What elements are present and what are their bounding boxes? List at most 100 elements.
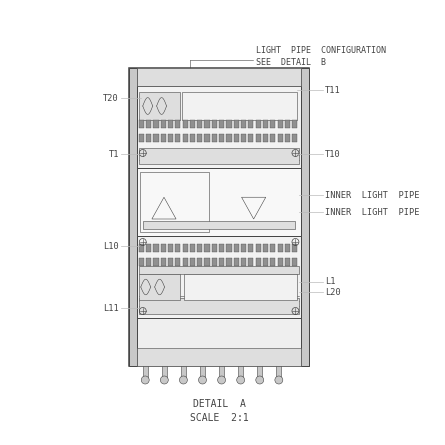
Bar (161, 120, 166, 128)
Bar (238, 366, 243, 378)
Bar (292, 244, 297, 252)
Bar (139, 148, 299, 164)
Text: INNER  LIGHT  PIPE: INNER LIGHT PIPE (325, 191, 420, 200)
Bar (168, 258, 173, 266)
Text: L10: L10 (103, 242, 119, 251)
Text: T20: T20 (103, 93, 119, 102)
Bar (200, 366, 205, 378)
Text: DETAIL  A: DETAIL A (193, 399, 246, 409)
Bar (212, 134, 217, 142)
Bar (270, 244, 275, 252)
Bar (248, 258, 253, 266)
Bar (137, 68, 301, 86)
Bar (143, 221, 295, 229)
Bar (161, 134, 166, 142)
Bar (197, 258, 202, 266)
Bar (212, 244, 217, 252)
Text: SEE  DETAIL  B: SEE DETAIL B (256, 57, 326, 66)
Bar (257, 366, 262, 378)
Circle shape (237, 376, 245, 384)
Bar (146, 244, 151, 252)
Text: T10: T10 (325, 150, 341, 158)
Bar (263, 120, 268, 128)
Bar (255, 120, 261, 128)
Bar (137, 236, 301, 318)
Bar (285, 244, 290, 252)
Bar (190, 134, 195, 142)
Bar (255, 258, 261, 266)
Bar (139, 266, 299, 274)
Bar (139, 92, 180, 120)
Bar (205, 120, 210, 128)
Bar (278, 134, 283, 142)
Circle shape (218, 376, 226, 384)
Bar (175, 134, 180, 142)
Bar (182, 120, 188, 128)
Bar (190, 244, 195, 252)
Bar (139, 258, 144, 266)
Bar (219, 120, 224, 128)
Bar (292, 134, 297, 142)
Bar (140, 172, 209, 232)
Circle shape (275, 376, 283, 384)
Bar (270, 258, 275, 266)
Bar (219, 366, 224, 378)
Bar (175, 120, 180, 128)
Bar (146, 258, 151, 266)
Bar (129, 68, 137, 366)
Bar (248, 134, 253, 142)
Bar (255, 134, 261, 142)
Text: SCALE  2:1: SCALE 2:1 (190, 413, 248, 423)
Bar (190, 120, 195, 128)
Bar (154, 120, 158, 128)
Circle shape (256, 376, 264, 384)
Bar (270, 120, 275, 128)
Bar (168, 244, 173, 252)
Bar (182, 92, 297, 120)
Bar (139, 298, 299, 314)
Bar (219, 244, 224, 252)
Bar (197, 120, 202, 128)
Bar (184, 274, 297, 300)
Bar (168, 120, 173, 128)
Bar (292, 120, 297, 128)
Bar (227, 244, 231, 252)
Text: L20: L20 (325, 288, 341, 297)
Bar (139, 244, 144, 252)
Bar (263, 258, 268, 266)
Bar (234, 134, 239, 142)
Bar (139, 120, 144, 128)
Bar (292, 258, 297, 266)
Text: T1: T1 (109, 150, 119, 158)
Bar (278, 244, 283, 252)
Bar (263, 134, 268, 142)
Bar (285, 258, 290, 266)
Bar (241, 244, 246, 252)
Bar (234, 258, 239, 266)
Text: LIGHT  PIPE  CONFIGURATION: LIGHT PIPE CONFIGURATION (256, 45, 386, 54)
Bar (146, 134, 151, 142)
Bar (301, 68, 309, 366)
Bar (205, 244, 210, 252)
Bar (212, 258, 217, 266)
Text: INNER  LIGHT  PIPE: INNER LIGHT PIPE (325, 208, 420, 217)
Bar (139, 274, 180, 300)
Text: L1: L1 (325, 277, 336, 286)
Bar (278, 258, 283, 266)
Bar (139, 134, 144, 142)
Circle shape (141, 376, 149, 384)
Bar (129, 68, 309, 366)
Bar (146, 120, 151, 128)
Bar (154, 258, 158, 266)
Bar (248, 244, 253, 252)
Bar (227, 120, 231, 128)
Bar (248, 120, 253, 128)
Bar (241, 120, 246, 128)
Bar (162, 366, 167, 378)
Bar (219, 258, 224, 266)
Bar (278, 120, 283, 128)
Bar (182, 258, 188, 266)
Bar (270, 134, 275, 142)
Bar (197, 244, 202, 252)
Bar (137, 168, 301, 236)
